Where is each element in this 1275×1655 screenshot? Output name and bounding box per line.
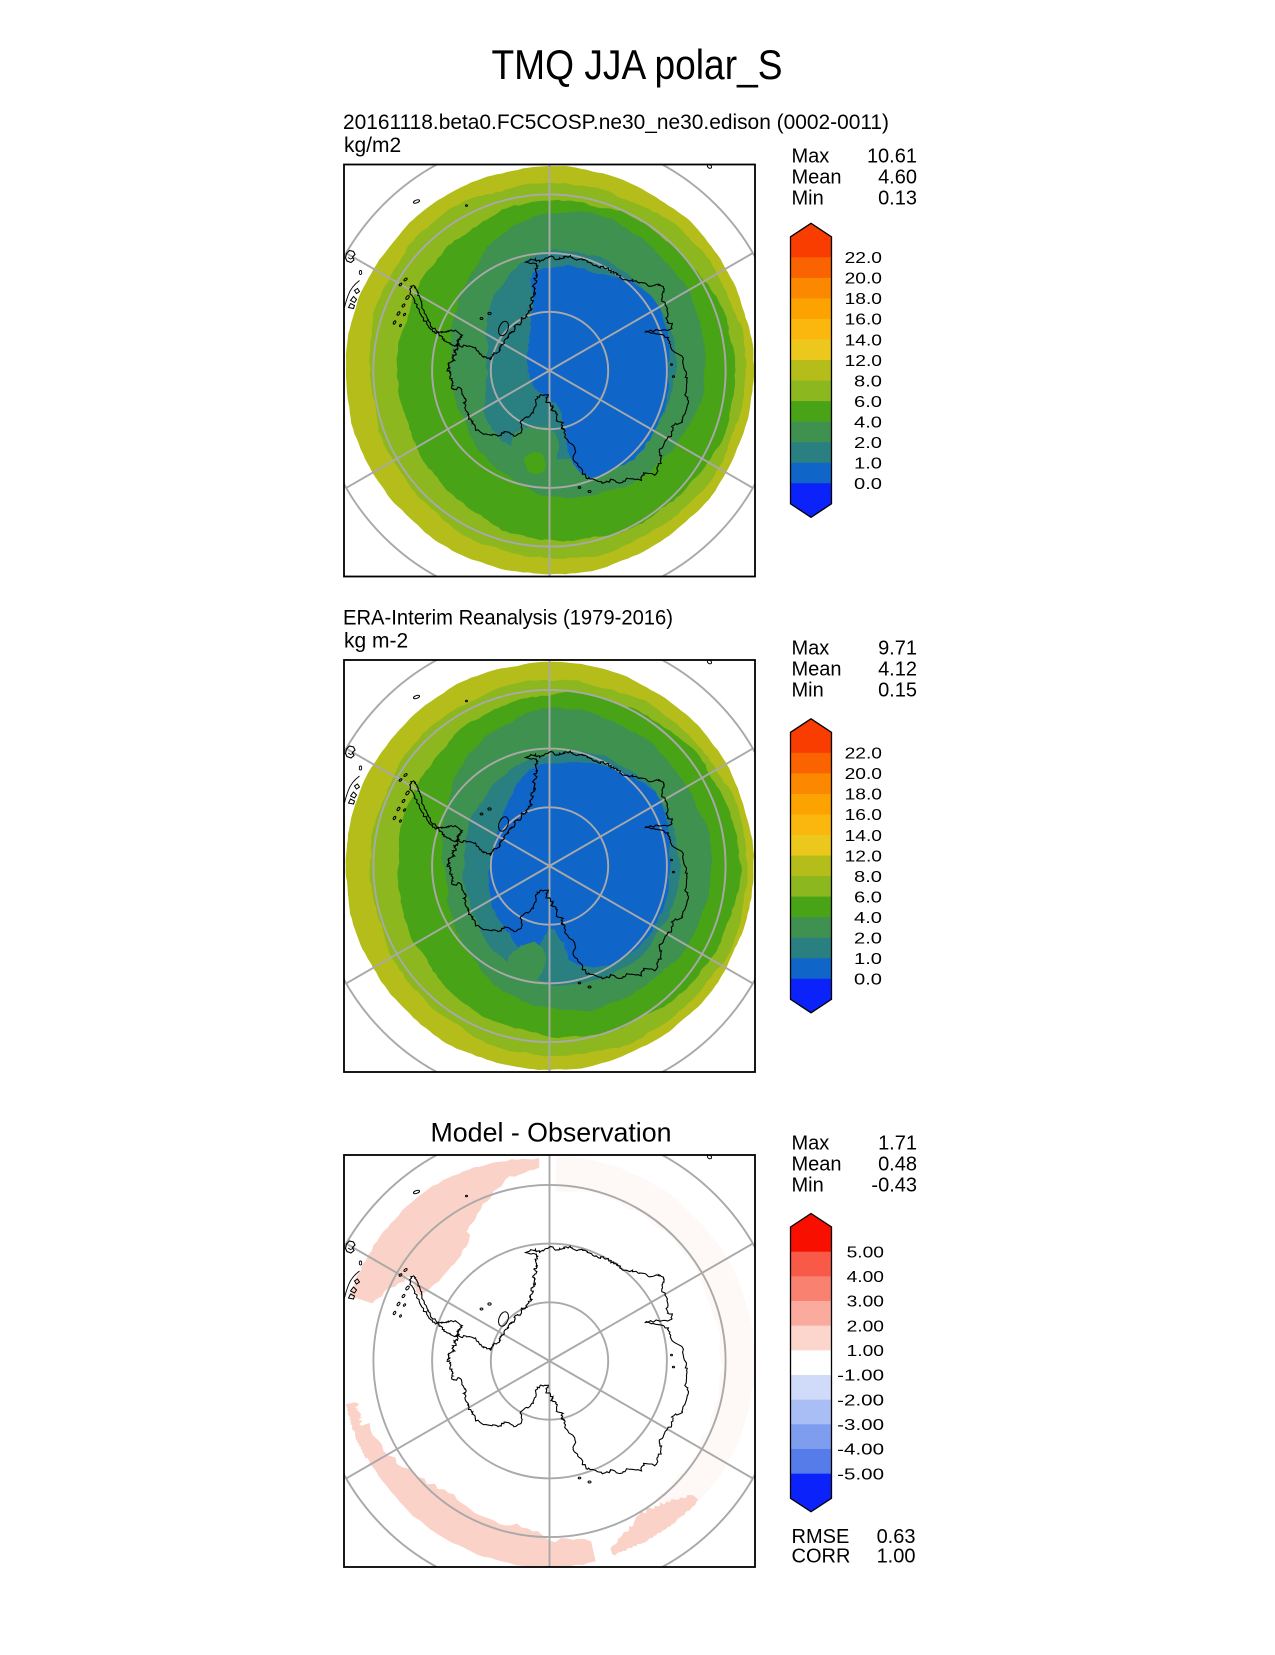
svg-text:18.0: 18.0 xyxy=(845,787,883,804)
svg-text:CORR: CORR xyxy=(792,1546,851,1568)
svg-text:kg m-2: kg m-2 xyxy=(344,630,408,653)
svg-text:20.0: 20.0 xyxy=(845,766,883,783)
svg-text:4.00: 4.00 xyxy=(847,1269,885,1286)
svg-text:Max: Max xyxy=(792,638,830,660)
svg-text:Max: Max xyxy=(792,1133,830,1155)
svg-text:16.0: 16.0 xyxy=(845,807,883,824)
svg-text:10.61: 10.61 xyxy=(867,146,917,168)
svg-text:9.71: 9.71 xyxy=(878,638,917,660)
svg-text:-0.43: -0.43 xyxy=(871,1175,917,1197)
svg-text:1.71: 1.71 xyxy=(878,1133,917,1155)
svg-text:4.12: 4.12 xyxy=(878,659,917,681)
svg-text:Mean: Mean xyxy=(792,167,842,189)
svg-text:4.0: 4.0 xyxy=(854,910,882,927)
svg-text:ERA-Interim Reanalysis (1979-2: ERA-Interim Reanalysis (1979-2016) xyxy=(343,607,673,630)
svg-text:2.00: 2.00 xyxy=(847,1318,885,1335)
svg-text:14.0: 14.0 xyxy=(845,828,883,845)
svg-text:22.0: 22.0 xyxy=(845,250,883,267)
svg-text:0.0: 0.0 xyxy=(854,476,882,493)
svg-text:8.0: 8.0 xyxy=(854,373,882,390)
svg-text:4.60: 4.60 xyxy=(878,167,917,189)
svg-text:Min: Min xyxy=(792,1175,824,1197)
svg-text:0.0: 0.0 xyxy=(854,972,882,989)
svg-text:0.13: 0.13 xyxy=(878,188,917,210)
svg-text:5.00: 5.00 xyxy=(847,1244,885,1261)
svg-text:20.0: 20.0 xyxy=(845,271,883,288)
svg-text:-5.00: -5.00 xyxy=(837,1466,884,1483)
svg-text:TMQ JJA polar_S: TMQ JJA polar_S xyxy=(492,41,783,88)
svg-text:16.0: 16.0 xyxy=(845,312,883,329)
svg-text:Mean: Mean xyxy=(792,1154,842,1176)
svg-text:1.00: 1.00 xyxy=(877,1546,916,1568)
svg-text:-1.00: -1.00 xyxy=(837,1368,884,1385)
svg-text:2.0: 2.0 xyxy=(854,435,882,452)
svg-text:3.00: 3.00 xyxy=(847,1294,885,1311)
svg-text:18.0: 18.0 xyxy=(845,291,883,308)
svg-text:1.00: 1.00 xyxy=(847,1343,885,1360)
svg-text:6.0: 6.0 xyxy=(854,394,882,411)
svg-text:Model - Observation: Model - Observation xyxy=(431,1118,672,1148)
svg-text:-3.00: -3.00 xyxy=(837,1417,884,1434)
svg-text:-2.00: -2.00 xyxy=(837,1392,884,1409)
svg-text:Mean: Mean xyxy=(792,659,842,681)
svg-text:RMSE: RMSE xyxy=(792,1526,850,1548)
svg-text:14.0: 14.0 xyxy=(845,332,883,349)
svg-text:2.0: 2.0 xyxy=(854,930,882,947)
svg-text:8.0: 8.0 xyxy=(854,869,882,886)
svg-text:1.0: 1.0 xyxy=(854,951,882,968)
svg-text:Min: Min xyxy=(792,188,824,210)
svg-text:0.48: 0.48 xyxy=(878,1154,917,1176)
svg-text:-4.00: -4.00 xyxy=(837,1442,884,1459)
svg-text:12.0: 12.0 xyxy=(845,848,883,865)
svg-text:0.15: 0.15 xyxy=(878,680,917,702)
svg-text:20161118.beta0.FC5COSP.ne30_ne: 20161118.beta0.FC5COSP.ne30_ne30.edison … xyxy=(343,111,889,134)
svg-text:Min: Min xyxy=(792,680,824,702)
svg-text:22.0: 22.0 xyxy=(845,746,883,763)
svg-text:kg/m2: kg/m2 xyxy=(344,134,401,157)
svg-text:Max: Max xyxy=(792,146,830,168)
svg-text:4.0: 4.0 xyxy=(854,414,882,431)
svg-text:12.0: 12.0 xyxy=(845,353,883,370)
svg-text:0.63: 0.63 xyxy=(877,1526,916,1548)
svg-text:6.0: 6.0 xyxy=(854,889,882,906)
svg-text:1.0: 1.0 xyxy=(854,456,882,473)
